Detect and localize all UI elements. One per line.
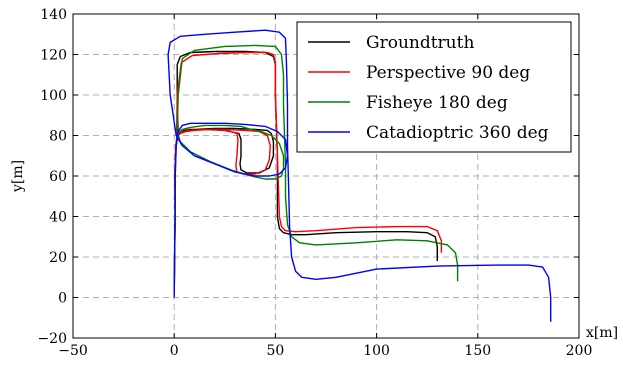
x-axis-label: x[m] xyxy=(586,325,618,341)
legend-label: Groundtruth xyxy=(366,33,474,53)
y-axis-label: y[m] xyxy=(10,160,26,193)
legend: Groundtruth Perspective 90 deg Fisheye 180… xyxy=(296,21,572,153)
y-tick-label: 20 xyxy=(49,250,67,266)
x-tick-label: 100 xyxy=(363,343,390,359)
legend-label: Fisheye 180 deg xyxy=(366,93,508,113)
y-tick-label: 40 xyxy=(49,210,67,226)
legend-frame xyxy=(296,21,572,153)
y-tick-label: 60 xyxy=(49,169,67,185)
plot-area xyxy=(167,29,552,322)
legend-label: Catadioptric 360 deg xyxy=(366,123,549,143)
x-tick-label: 50 xyxy=(266,343,284,359)
y-tick-label: 0 xyxy=(58,291,67,307)
y-tick-label: 100 xyxy=(40,88,67,104)
y-tick-label: 140 xyxy=(40,7,67,23)
x-tick-label: 200 xyxy=(566,343,593,359)
x-tick-label: 0 xyxy=(170,343,179,359)
y-tick-label: 80 xyxy=(49,129,67,145)
axis-ticks: −50 0 50 100 150 200 −20 0 20 40 60 80 100 120 140 xyxy=(37,7,592,359)
x-tick-label: 150 xyxy=(464,343,491,359)
series-line-catadioptric-360-deg xyxy=(167,29,552,322)
y-tick-label: 120 xyxy=(40,48,67,64)
y-tick-label: −20 xyxy=(37,331,67,347)
legend-label: Perspective 90 deg xyxy=(366,63,530,83)
series-line-perspective-90-deg xyxy=(173,51,443,294)
x-tick-label: −50 xyxy=(58,343,88,359)
